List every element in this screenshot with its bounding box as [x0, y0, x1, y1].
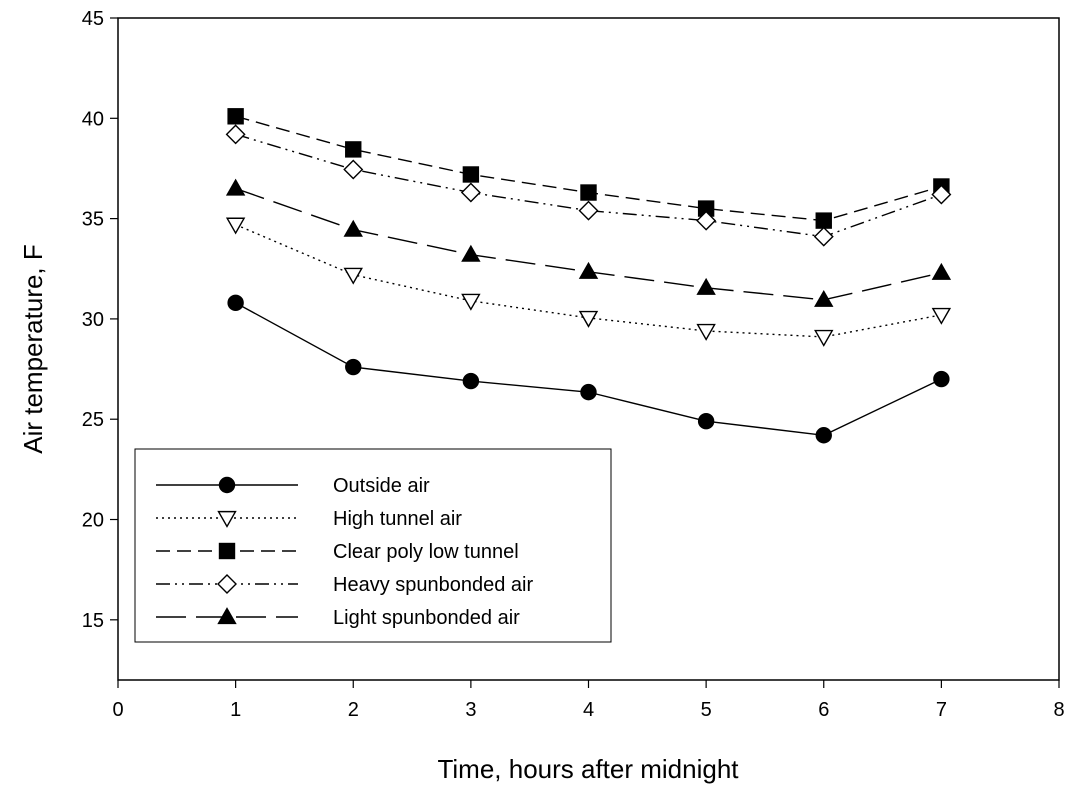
x-tick-label: 1 [230, 699, 241, 721]
y-tick-label: 40 [82, 108, 104, 130]
data-point [462, 372, 480, 390]
data-point [814, 329, 834, 347]
legend-item: Clear poly low tunnel [156, 541, 519, 563]
data-point [462, 166, 480, 183]
series-1 [225, 217, 952, 347]
legend-label: Clear poly low tunnel [333, 541, 519, 563]
legend-item: Light spunbonded air [156, 607, 520, 629]
legend-swatch-marker [217, 574, 237, 594]
x-tick-label: 2 [348, 699, 359, 721]
x-tick-label: 3 [465, 699, 476, 721]
legend-item: Outside air [156, 475, 430, 497]
y-axis-title: Air temperature, F [18, 244, 48, 454]
data-point [696, 277, 716, 295]
legend-label: Outside air [333, 475, 430, 497]
data-point [227, 294, 244, 312]
data-point [696, 323, 716, 341]
data-point [461, 244, 481, 262]
data-point [345, 358, 362, 376]
data-point [343, 219, 363, 237]
y-tick-label: 45 [82, 8, 104, 30]
y-axis: 15 20 25 30 35 40 45 [82, 8, 118, 632]
data-point [931, 184, 952, 205]
data-point [578, 200, 599, 221]
x-tick-label: 7 [936, 699, 947, 721]
data-point [696, 210, 717, 231]
data-point [461, 293, 481, 311]
x-axis-title: Time, hours after midnight [437, 754, 739, 784]
x-axis: 0 1 2 3 4 5 6 7 8 [112, 680, 1065, 721]
data-point [814, 289, 834, 307]
y-tick-label: 20 [82, 510, 104, 532]
legend-label: Heavy spunbonded air [333, 574, 533, 596]
y-tick-label: 30 [82, 309, 104, 331]
legend-swatch-marker [217, 607, 237, 625]
data-point [343, 159, 364, 180]
data-point [815, 427, 832, 444]
y-tick-label: 35 [82, 209, 104, 231]
legend-label: High tunnel air [333, 508, 462, 530]
legend-box [134, 448, 612, 643]
data-point [225, 178, 246, 196]
y-tick-label: 15 [82, 610, 104, 632]
data-point [460, 182, 481, 203]
series-0 [227, 294, 950, 444]
data-point [813, 226, 834, 247]
data-point [580, 383, 597, 401]
data-point [345, 141, 362, 158]
series-3 [225, 124, 952, 247]
x-tick-label: 8 [1053, 699, 1064, 721]
legend-label: Light spunbonded air [333, 607, 520, 629]
series-4 [225, 178, 952, 307]
legend-item: High tunnel air [156, 508, 462, 530]
data-point [931, 307, 952, 325]
x-tick-label: 5 [701, 699, 712, 721]
legend-item: Heavy spunbonded air [156, 574, 533, 596]
data-point [225, 217, 246, 235]
data-point [815, 212, 832, 229]
series-layer [225, 108, 952, 444]
legend: Outside air High tunnel air Clear poly low… [134, 448, 612, 643]
data-point [580, 184, 597, 201]
data-point [578, 261, 599, 279]
data-point [933, 370, 950, 388]
data-point [697, 413, 715, 430]
x-tick-label: 6 [818, 699, 829, 721]
data-point [578, 310, 599, 328]
legend-swatch-marker [218, 542, 236, 560]
legend-swatch-marker [218, 476, 236, 494]
data-point [931, 262, 952, 280]
data-point [225, 124, 246, 145]
x-tick-label: 0 [112, 699, 123, 721]
data-point [227, 108, 244, 125]
legend-swatch-marker [217, 510, 237, 528]
data-point [343, 267, 363, 285]
y-tick-label: 25 [82, 409, 104, 431]
x-tick-label: 4 [583, 699, 594, 721]
